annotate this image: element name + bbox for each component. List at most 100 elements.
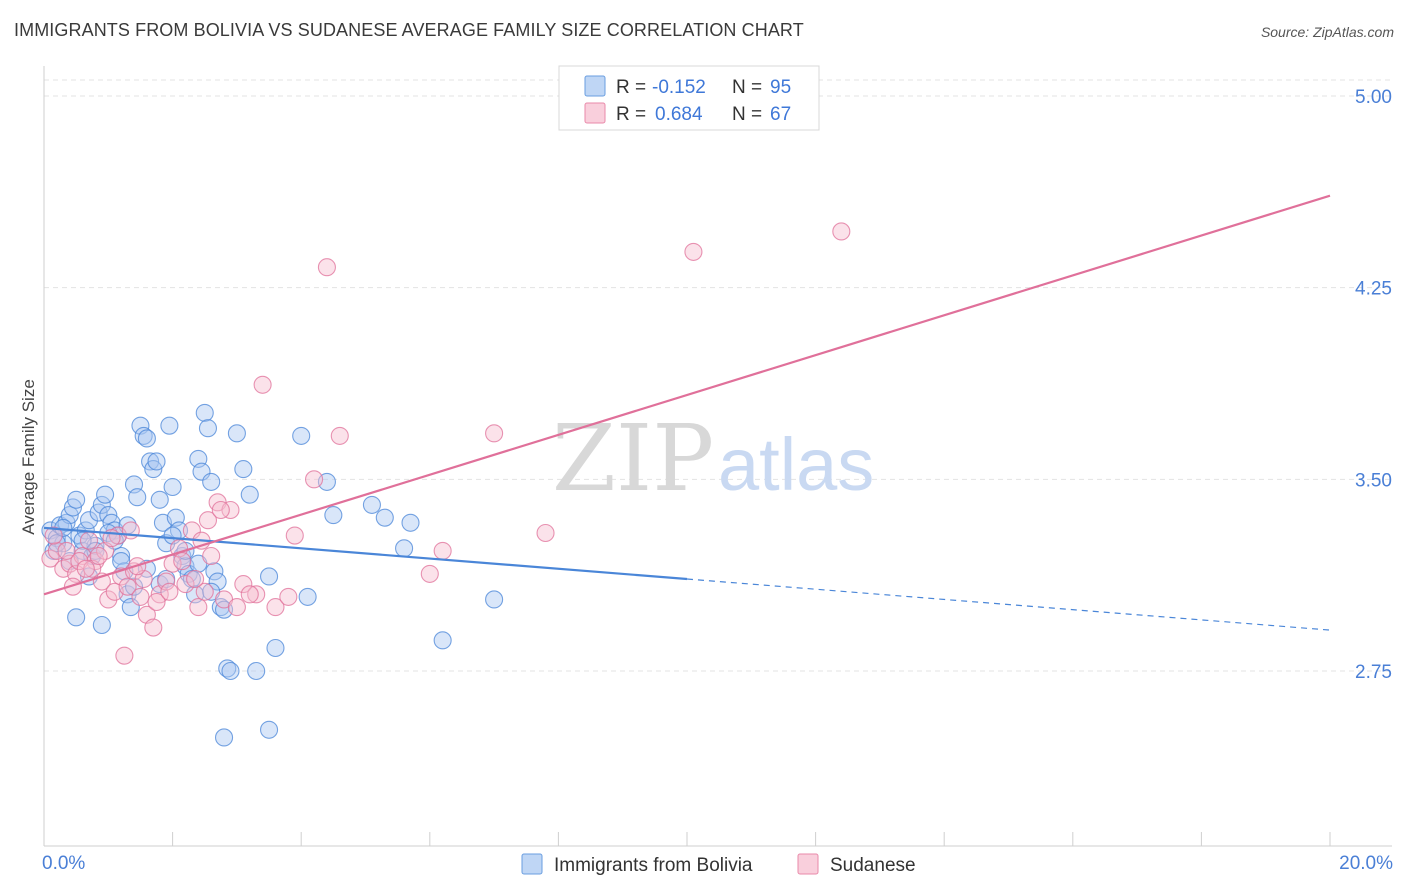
data-point <box>112 546 131 566</box>
data-point <box>211 500 230 520</box>
data-point <box>198 511 218 530</box>
data-point <box>176 575 195 594</box>
data-point <box>485 590 504 609</box>
data-point <box>247 661 266 681</box>
data-point <box>115 646 134 665</box>
y-tick-label: 3.50 <box>1355 470 1392 491</box>
watermark-zip: ZIP <box>552 405 714 512</box>
data-point <box>124 577 144 596</box>
axes <box>43 66 1392 847</box>
data-point <box>99 590 118 609</box>
data-point <box>147 452 166 471</box>
data-point <box>134 426 153 445</box>
x-tick-label-max: 20.0% <box>1339 853 1393 874</box>
data-point <box>208 572 227 591</box>
data-point <box>221 500 240 520</box>
trend-line-extension <box>686 578 1331 631</box>
data-point <box>160 416 179 435</box>
bottom-legend-label-sudanese: Sudanese <box>830 855 916 876</box>
legend-n-value-sudanese: 67 <box>770 104 791 125</box>
data-point <box>163 477 182 497</box>
data-point <box>47 541 66 560</box>
data-point <box>195 403 214 422</box>
data-point <box>433 631 452 650</box>
data-point <box>234 460 253 479</box>
data-point <box>173 552 192 571</box>
data-point <box>259 567 279 586</box>
data-point <box>227 424 246 443</box>
data-point <box>121 521 140 540</box>
data-point <box>401 513 420 532</box>
bottom-legend: Immigrants from Bolivia Sudanese <box>521 853 916 876</box>
data-point <box>73 531 92 550</box>
legend-swatch-bolivia <box>584 75 606 97</box>
data-point <box>298 587 317 606</box>
data-point <box>92 495 111 514</box>
data-point <box>76 559 95 578</box>
legend-swatch-sudanese <box>584 102 606 124</box>
bottom-legend-swatch-bolivia <box>521 853 543 875</box>
legend-r-label: R = <box>616 104 646 125</box>
data-point <box>253 375 272 394</box>
data-point <box>266 638 285 658</box>
data-point <box>266 598 285 617</box>
data-point <box>137 429 156 448</box>
data-point <box>67 608 86 627</box>
data-point <box>89 546 108 566</box>
y-tick-label: 5.00 <box>1355 87 1392 108</box>
data-point <box>147 592 166 612</box>
data-point <box>218 659 237 678</box>
legend-n-label: N = <box>732 77 762 98</box>
data-point <box>832 222 851 241</box>
data-point <box>285 526 304 545</box>
data-point <box>375 508 394 527</box>
x-tick-label-min: 0.0% <box>42 853 85 874</box>
data-point <box>395 539 414 558</box>
trend-line-bolivia <box>43 526 688 581</box>
data-point <box>67 490 86 509</box>
watermark-atlas: atlas <box>718 423 874 506</box>
data-point <box>96 485 115 504</box>
data-point <box>79 511 99 530</box>
data-point <box>324 506 343 525</box>
y-tick-label: 2.75 <box>1355 662 1392 683</box>
y-tick-labels: 2.75 3.50 4.25 5.00 <box>1355 87 1392 683</box>
data-point <box>247 585 266 604</box>
data-point <box>317 258 336 277</box>
data-point <box>160 582 179 601</box>
data-point <box>240 585 259 604</box>
legend-r-value-sudanese: 0.684 <box>655 104 703 125</box>
y-axis-label: Average Family Size <box>19 379 38 535</box>
data-point <box>684 242 703 261</box>
data-point <box>144 618 163 637</box>
data-point <box>292 426 311 445</box>
data-point <box>79 531 99 550</box>
data-point <box>234 575 253 594</box>
data-point <box>150 490 169 509</box>
data-point <box>41 549 60 568</box>
data-point <box>157 572 176 591</box>
data-point <box>420 564 439 583</box>
data-point <box>57 541 76 560</box>
legend-n-label: N = <box>732 104 762 125</box>
data-point <box>536 523 555 543</box>
source-label: Source: ZipAtlas.com <box>1260 24 1394 40</box>
data-point <box>195 582 214 601</box>
legend-n-value-bolivia: 95 <box>770 77 791 98</box>
data-point <box>63 577 82 596</box>
data-point <box>362 495 381 514</box>
data-point <box>221 661 240 681</box>
data-point <box>305 470 324 489</box>
bottom-legend-swatch-sudanese <box>797 853 819 875</box>
data-point <box>186 569 205 589</box>
data-point <box>92 615 111 635</box>
y-tick-label: 4.25 <box>1355 279 1392 300</box>
x-tick-labels: 0.0% 20.0% <box>42 853 1393 874</box>
data-point <box>330 426 349 445</box>
data-point <box>485 424 504 443</box>
data-point <box>227 598 246 617</box>
data-point <box>128 488 147 507</box>
data-point <box>279 587 298 606</box>
trend-line-sudanese <box>43 194 1331 596</box>
data-points <box>41 222 851 747</box>
